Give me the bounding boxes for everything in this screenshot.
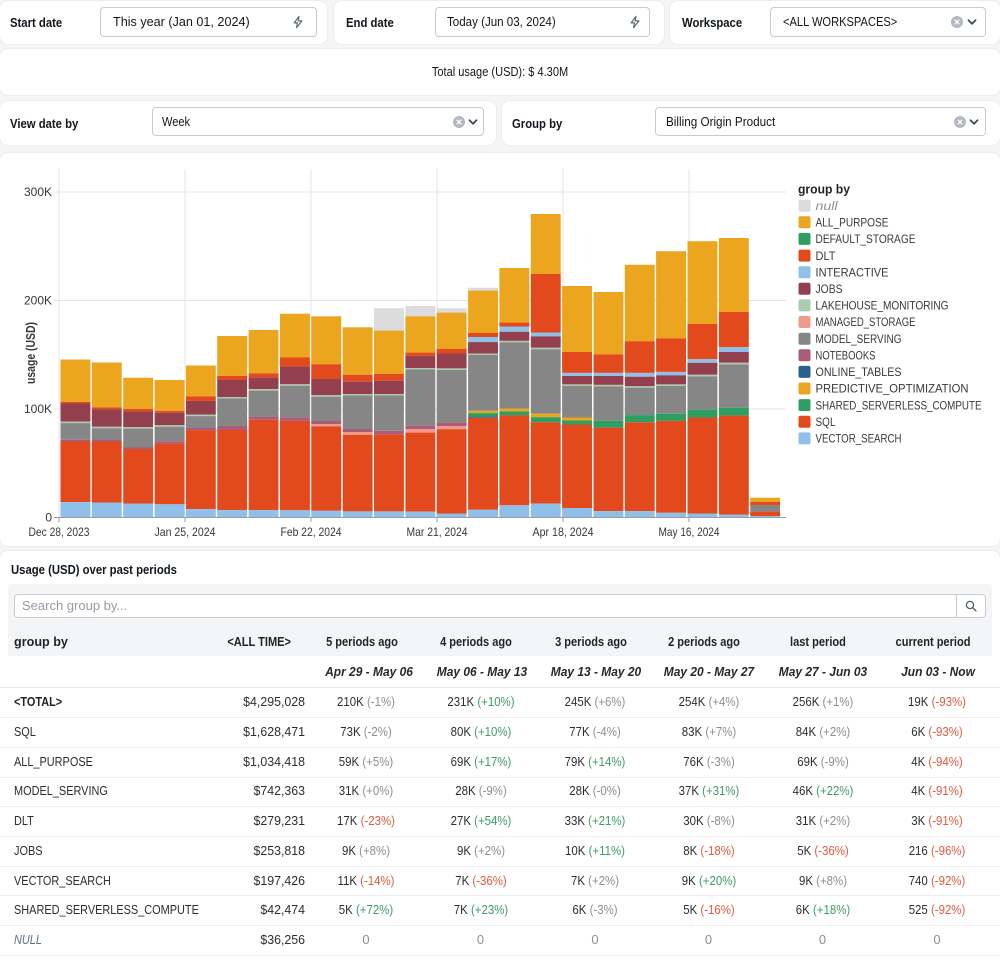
svg-text:200K: 200K bbox=[24, 294, 52, 308]
svg-text:Dec 28, 2023: Dec 28, 2023 bbox=[29, 525, 90, 539]
svg-text:May 16, 2024: May 16, 2024 bbox=[659, 525, 720, 539]
svg-text:INTERACTIVE: INTERACTIVE bbox=[816, 265, 889, 279]
svg-text:MANAGED_STORAGE: MANAGED_STORAGE bbox=[816, 315, 916, 329]
svg-text:SHARED_SERVERLESS_COMPUTE: SHARED_SERVERLESS_COMPUTE bbox=[816, 398, 982, 412]
svg-text:ALL_PURPOSE: ALL_PURPOSE bbox=[816, 216, 889, 230]
svg-text:Jan 25, 2024: Jan 25, 2024 bbox=[155, 525, 216, 539]
svg-text:DLT: DLT bbox=[816, 249, 837, 263]
svg-text:Apr 18, 2024: Apr 18, 2024 bbox=[533, 525, 594, 539]
svg-text:PREDICTIVE_OPTIMIZATION: PREDICTIVE_OPTIMIZATION bbox=[816, 382, 969, 396]
svg-text:300K: 300K bbox=[24, 185, 52, 199]
svg-text:group by: group by bbox=[798, 182, 851, 197]
svg-text:MODEL_SERVING: MODEL_SERVING bbox=[816, 332, 902, 346]
svg-text:SQL: SQL bbox=[816, 415, 836, 429]
svg-text:LAKEHOUSE_MONITORING: LAKEHOUSE_MONITORING bbox=[816, 299, 949, 313]
svg-text:0: 0 bbox=[45, 511, 52, 525]
svg-text:NOTEBOOKS: NOTEBOOKS bbox=[816, 349, 876, 363]
svg-text:JOBS: JOBS bbox=[816, 282, 843, 296]
svg-text:VECTOR_SEARCH: VECTOR_SEARCH bbox=[816, 432, 902, 446]
svg-text:null: null bbox=[816, 199, 838, 213]
svg-text:100K: 100K bbox=[24, 402, 52, 416]
svg-text:usage (USD): usage (USD) bbox=[24, 322, 38, 384]
svg-text:Feb 22, 2024: Feb 22, 2024 bbox=[281, 525, 342, 539]
svg-text:Mar 21, 2024: Mar 21, 2024 bbox=[407, 525, 468, 539]
svg-text:ONLINE_TABLES: ONLINE_TABLES bbox=[816, 365, 902, 379]
svg-text:DEFAULT_STORAGE: DEFAULT_STORAGE bbox=[816, 232, 916, 246]
